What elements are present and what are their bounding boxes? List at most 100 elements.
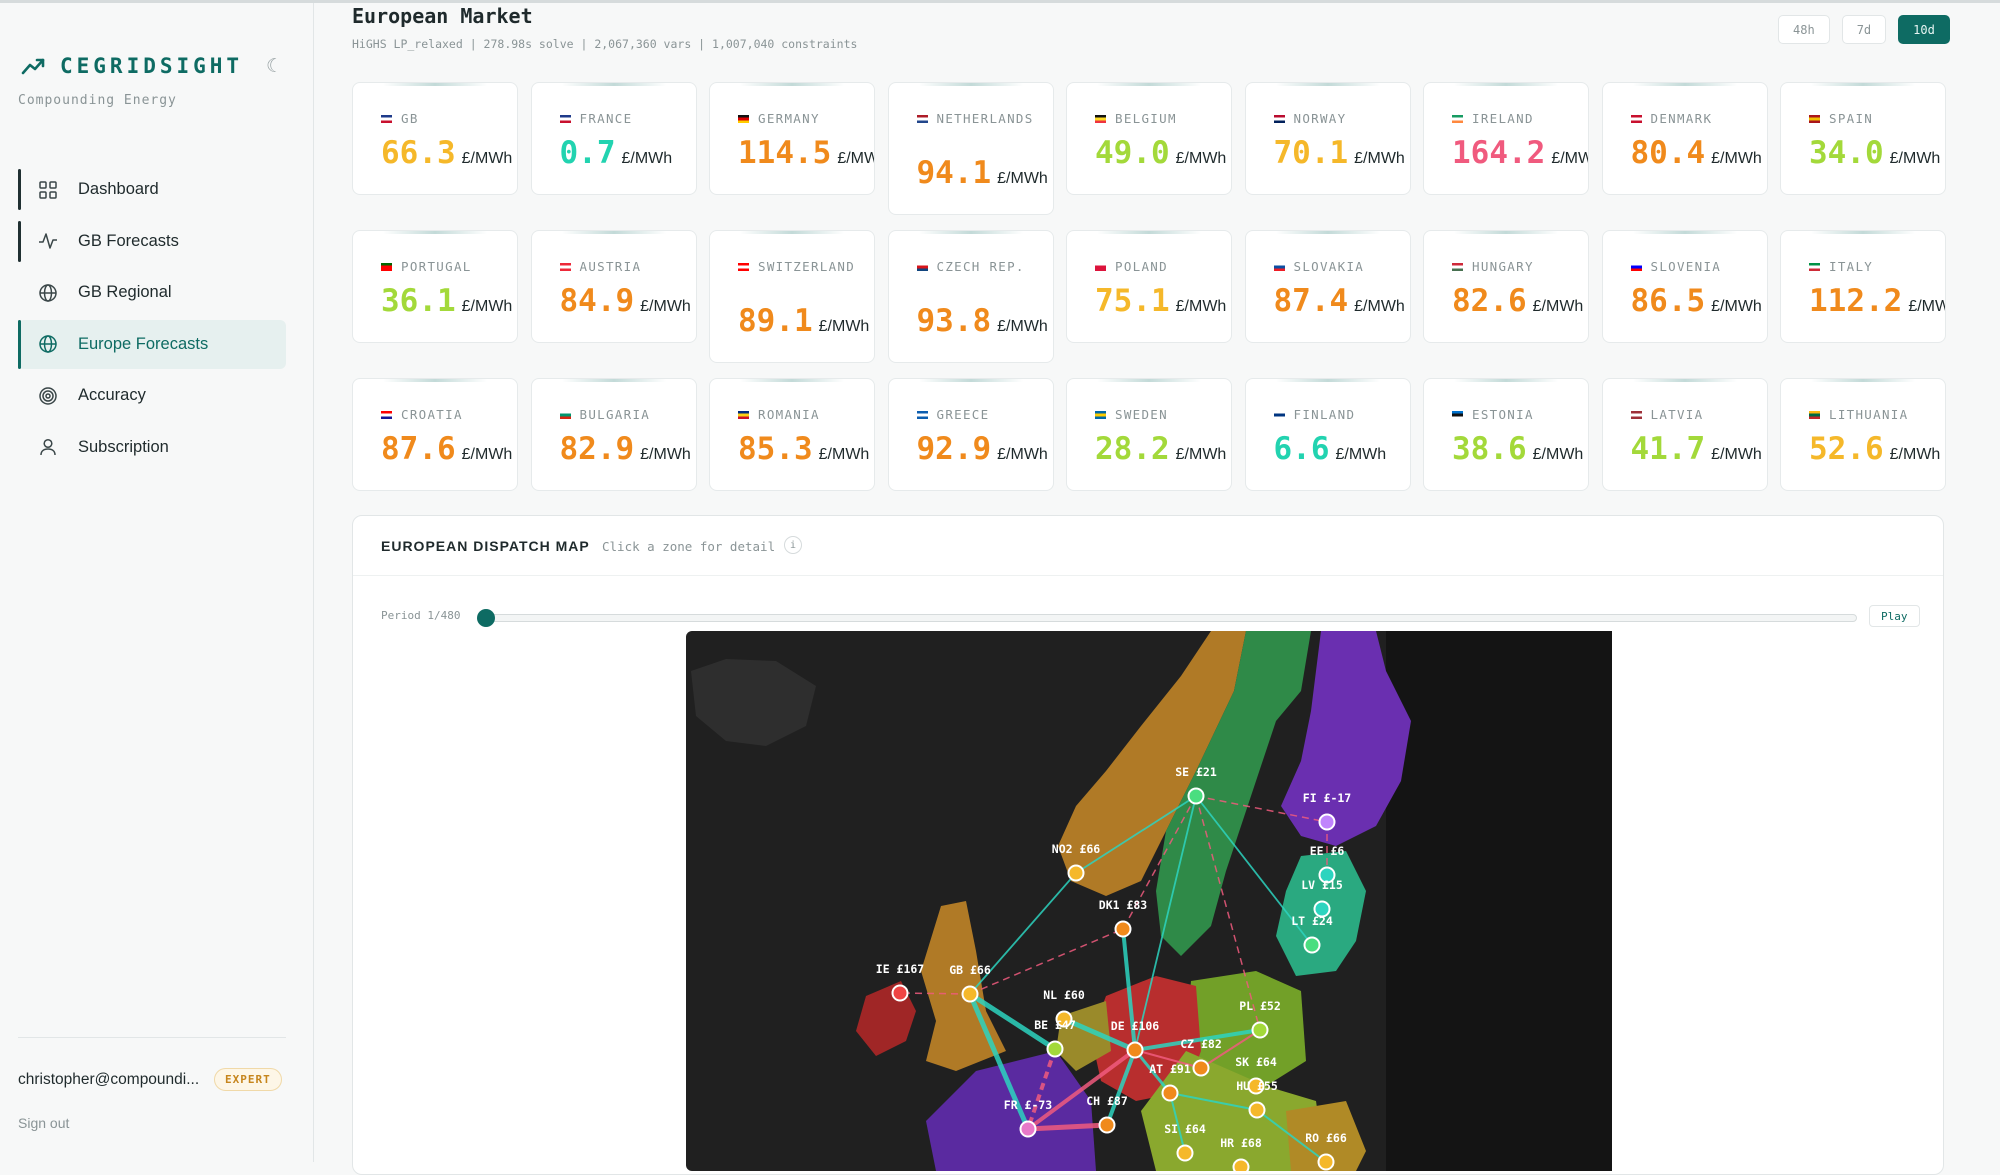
- interconnector-link[interactable]: [1133, 1049, 1172, 1094]
- interconnector-link[interactable]: [1122, 795, 1197, 930]
- market-price: 49.0 £/MWh: [1095, 135, 1227, 171]
- sidebar-item-subscription[interactable]: Subscription: [18, 423, 286, 472]
- interconnector-link[interactable]: [1075, 795, 1197, 874]
- zone-node[interactable]: [1176, 1144, 1194, 1162]
- interconnector-link[interactable]: [1134, 1049, 1202, 1069]
- market-card-gb[interactable]: GB 66.3 £/MWh: [352, 82, 518, 195]
- france-zone[interactable]: [926, 1051, 1096, 1171]
- zone-node[interactable]: [1303, 936, 1321, 954]
- zone-node[interactable]: [1318, 866, 1336, 884]
- market-card-norway[interactable]: NORWAY 70.1 £/MWh: [1244, 82, 1411, 195]
- zone-node[interactable]: [1114, 920, 1132, 938]
- info-icon[interactable]: i: [784, 536, 802, 554]
- zone-node[interactable]: [1055, 1010, 1073, 1028]
- market-card-ireland[interactable]: IRELAND 164.2£/MWh: [1423, 82, 1589, 195]
- market-card-greece[interactable]: GREECE 92.9 £/MWh: [887, 378, 1054, 491]
- zone-node[interactable]: [1019, 1120, 1037, 1138]
- interconnector-link[interactable]: [1121, 928, 1137, 1051]
- market-card-italy[interactable]: ITALY 112.2£/MWh: [1780, 230, 1946, 343]
- period-slider[interactable]: [477, 609, 1857, 627]
- market-card-lithuania[interactable]: LITHUANIA 52.6 £/MWh: [1780, 378, 1946, 491]
- market-card-poland[interactable]: POLAND 75.1 £/MWh: [1066, 230, 1232, 343]
- romania-zone[interactable]: [1286, 1101, 1366, 1171]
- zone-label: DE £106: [1111, 1019, 1160, 1033]
- interconnector-link[interactable]: [1169, 1092, 1258, 1111]
- interconnector-link[interactable]: [1134, 795, 1197, 1051]
- range-button-48h[interactable]: 48h: [1778, 15, 1830, 44]
- market-card-slovakia[interactable]: SLOVAKIA 87.4 £/MWh: [1244, 230, 1411, 343]
- market-card-austria[interactable]: AUSTRIA 84.9 £/MWh: [530, 230, 697, 343]
- market-card-netherlands[interactable]: NETHERLANDS 94.1 £/MWh: [887, 82, 1054, 215]
- market-card-hungary[interactable]: HUNGARY 82.6 £/MWh: [1423, 230, 1589, 343]
- interconnector-link[interactable]: [1105, 1049, 1137, 1126]
- sidebar-item-europe-forecasts[interactable]: Europe Forecasts: [18, 319, 286, 369]
- market-card-denmark[interactable]: DENMARK 80.4 £/MWh: [1601, 82, 1768, 195]
- play-button[interactable]: Play: [1869, 605, 1920, 627]
- market-card-germany[interactable]: GERMANY 114.5£/MWh: [709, 82, 875, 195]
- zone-node[interactable]: [891, 984, 909, 1002]
- interconnector-link[interactable]: [1195, 795, 1261, 1031]
- interconnector-link[interactable]: [1195, 795, 1328, 823]
- activity-icon: [39, 233, 57, 249]
- market-card-portugal[interactable]: PORTUGAL 36.1 £/MWh: [352, 230, 518, 343]
- market-card-romania[interactable]: ROMANIA 85.3 £/MWh: [709, 378, 875, 491]
- dispatch-map[interactable]: SE £21 FI £-17 EE £6 NO2 £66 LV £15 LT £24 DK1…: [686, 631, 1612, 1171]
- market-card-latvia[interactable]: LATVIA 41.7 £/MWh: [1601, 378, 1768, 491]
- interconnector-link[interactable]: [1134, 1028, 1261, 1052]
- zone-node[interactable]: [1318, 813, 1336, 831]
- zone-node[interactable]: [1187, 787, 1205, 805]
- market-card-finland[interactable]: FINLAND 6.6 £/MWh: [1244, 378, 1411, 491]
- sidebar-item-gb-regional[interactable]: GB Regional: [18, 268, 286, 317]
- interconnector-link[interactable]: [1027, 1122, 1108, 1132]
- interconnector-link[interactable]: [969, 928, 1124, 995]
- zone-node[interactable]: [1313, 900, 1331, 918]
- interconnector-link[interactable]: [1169, 1092, 1186, 1154]
- market-card-slovenia[interactable]: SLOVENIA 86.5 £/MWh: [1601, 230, 1768, 343]
- zone-node[interactable]: [1232, 1158, 1250, 1172]
- interconnector-link[interactable]: [1062, 1016, 1137, 1053]
- central-europe-zone[interactable]: [1141, 1051, 1326, 1171]
- zone-node[interactable]: [1098, 1116, 1116, 1134]
- brand[interactable]: CEGRIDSIGHT: [20, 53, 243, 79]
- interconnector-link[interactable]: [968, 991, 1057, 1052]
- market-card-czech-rep[interactable]: CZECH REP. 93.8 £/MWh: [887, 230, 1054, 363]
- market-card-croatia[interactable]: CROATIA 87.6 £/MWh: [352, 378, 518, 491]
- finland-zone[interactable]: [1281, 631, 1411, 846]
- zone-node[interactable]: [1251, 1021, 1269, 1039]
- market-card-france[interactable]: FRANCE 0.7 £/MWh: [530, 82, 697, 195]
- market-card-sweden[interactable]: SWEDEN 28.2 £/MWh: [1066, 378, 1232, 491]
- interconnector-link[interactable]: [967, 993, 1031, 1130]
- zone-node[interactable]: [1317, 1153, 1335, 1171]
- interconnector-link[interactable]: [1256, 1109, 1327, 1163]
- sweden-zone[interactable]: [1156, 631, 1311, 956]
- flag-icon: [1452, 115, 1463, 123]
- interconnector-link[interactable]: [1026, 1048, 1057, 1130]
- zone-node[interactable]: [1067, 864, 1085, 882]
- interconnector-link[interactable]: [1195, 795, 1313, 946]
- theme-toggle-moon-icon[interactable]: ☾: [266, 56, 284, 77]
- sidebar-item-gb-forecasts[interactable]: GB Forecasts: [18, 217, 286, 266]
- market-card-bulgaria[interactable]: BULGARIA 82.9 £/MWh: [530, 378, 697, 491]
- zone-node[interactable]: [1126, 1041, 1144, 1059]
- sidebar-item-accuracy[interactable]: Accuracy: [18, 371, 286, 420]
- zone-node[interactable]: [1161, 1084, 1179, 1102]
- sign-out-link[interactable]: Sign out: [18, 1115, 70, 1131]
- market-card-belgium[interactable]: BELGIUM 49.0 £/MWh: [1066, 82, 1232, 195]
- zone-node[interactable]: [1046, 1040, 1064, 1058]
- slider-handle[interactable]: [477, 609, 495, 627]
- range-button-7d[interactable]: 7d: [1841, 15, 1887, 44]
- zone-node[interactable]: [1192, 1059, 1210, 1077]
- sidebar-item-dashboard[interactable]: Dashboard: [18, 165, 286, 214]
- range-button-10d[interactable]: 10d: [1898, 15, 1950, 44]
- market-price: 87.6 £/MWh: [381, 431, 513, 467]
- zone-node[interactable]: [961, 985, 979, 1003]
- market-card-estonia[interactable]: ESTONIA 38.6 £/MWh: [1423, 378, 1589, 491]
- interconnector-link[interactable]: [1200, 1029, 1261, 1069]
- market-card-switzerland[interactable]: SWITZERLAND 89.1 £/MWh: [709, 230, 875, 363]
- interconnector-link[interactable]: [969, 872, 1077, 995]
- market-card-spain[interactable]: SPAIN 34.0 £/MWh: [1780, 82, 1946, 195]
- zone-node[interactable]: [1248, 1101, 1266, 1119]
- interconnector-link[interactable]: [1026, 1048, 1137, 1131]
- norway-zone[interactable]: [1058, 631, 1246, 896]
- zone-node[interactable]: [1247, 1077, 1265, 1095]
